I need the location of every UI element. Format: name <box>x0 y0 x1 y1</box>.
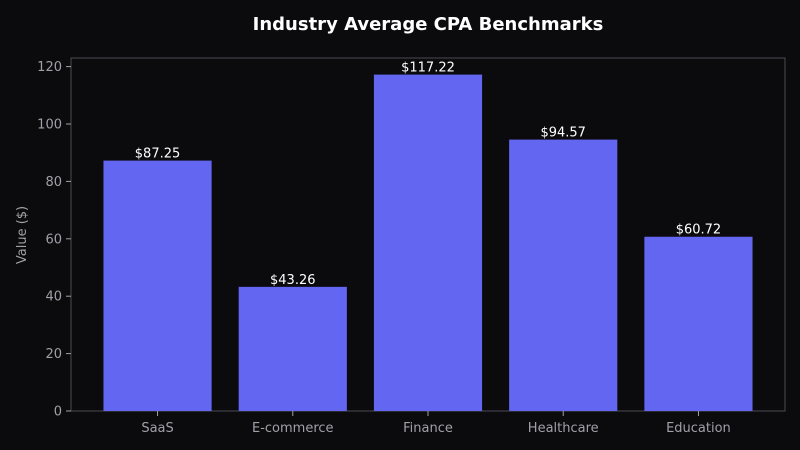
y-tick-label: 120 <box>37 60 62 75</box>
y-axis-label: Value ($) <box>15 206 30 264</box>
data-label: $117.22 <box>401 61 455 76</box>
chart-title: Industry Average CPA Benchmarks <box>253 14 604 35</box>
x-tick-label: E-commerce <box>252 421 334 436</box>
y-tick-label: 100 <box>37 118 62 133</box>
x-tick-label: SaaS <box>141 421 173 436</box>
y-tick-label: 80 <box>45 175 62 190</box>
data-label: $94.57 <box>540 126 586 141</box>
bar <box>644 236 753 411</box>
y-tick-label: 60 <box>45 232 62 247</box>
data-label: $60.72 <box>676 223 722 238</box>
x-tick-label: Finance <box>403 421 453 436</box>
bar <box>238 286 347 411</box>
y-tick-label: 20 <box>45 347 62 362</box>
bar <box>509 139 618 411</box>
data-label: $43.26 <box>270 273 316 288</box>
x-tick-label: Education <box>666 421 731 436</box>
bar <box>103 160 212 411</box>
x-tick-label: Healthcare <box>528 421 599 436</box>
y-tick-label: 40 <box>45 290 62 305</box>
y-tick-label: 0 <box>54 405 62 420</box>
plot-area: 0 20 40 60 80 100 120 SaaS $87.25 E-commerce $43.2… <box>37 57 786 436</box>
bar <box>373 74 483 411</box>
data-label: $87.25 <box>135 147 181 162</box>
